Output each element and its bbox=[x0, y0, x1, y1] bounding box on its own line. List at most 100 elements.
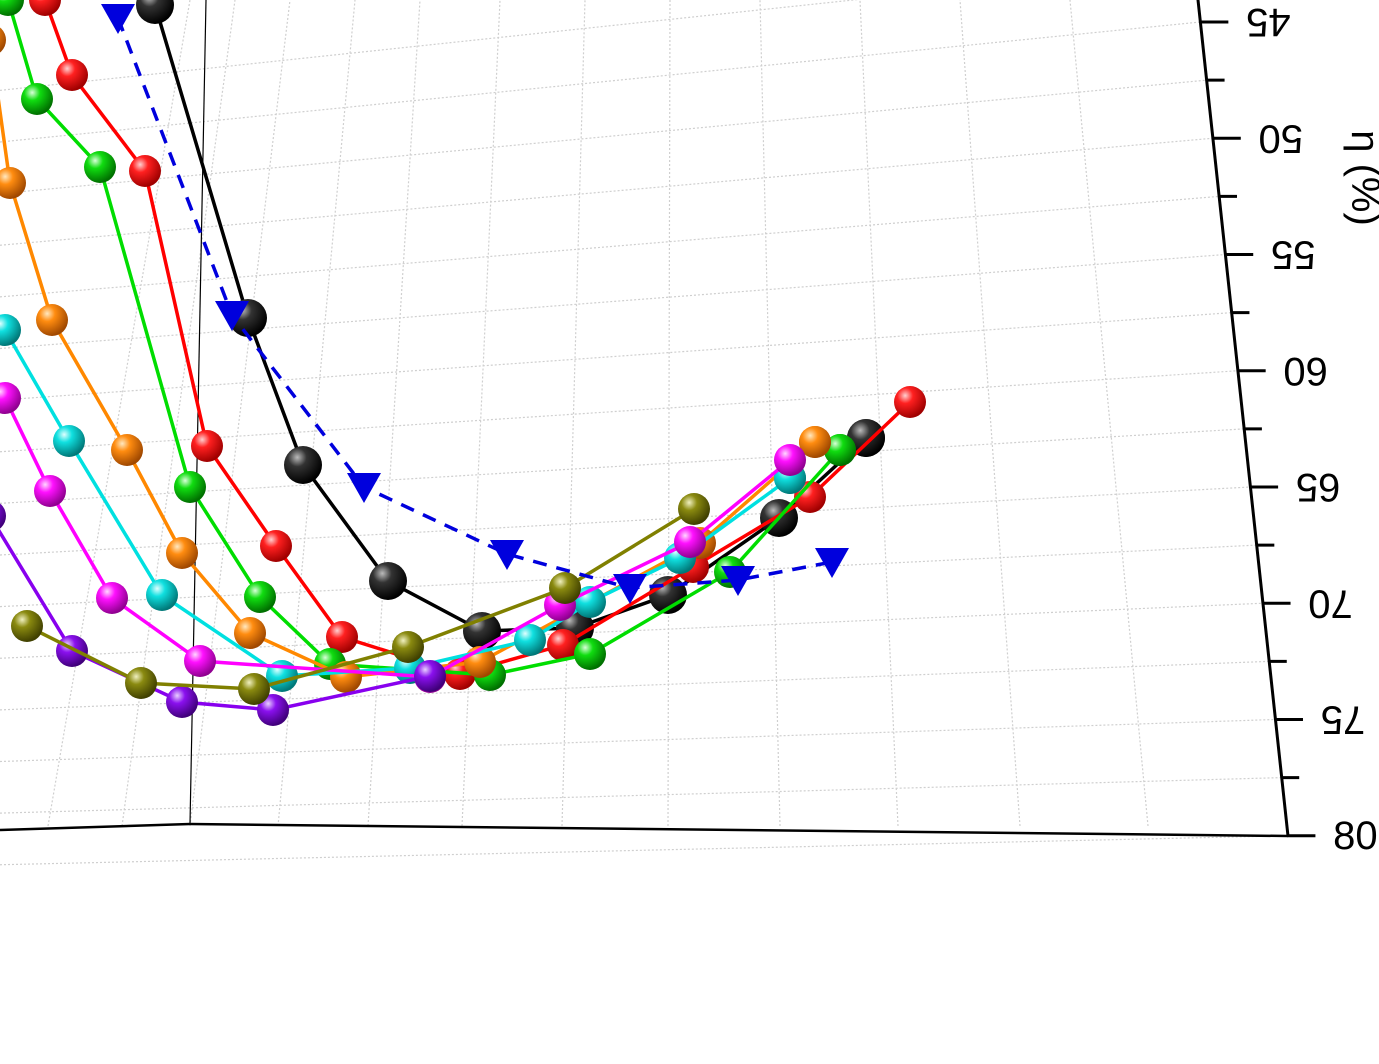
data-point-triangle bbox=[347, 473, 381, 503]
y-tick-label: 75 bbox=[1321, 698, 1366, 742]
data-point bbox=[674, 526, 706, 558]
data-point-triangle bbox=[490, 540, 524, 570]
data-point bbox=[174, 471, 206, 503]
grid-line-vertical bbox=[1069, 0, 1149, 827]
series-line bbox=[3, 397, 792, 679]
data-point bbox=[36, 304, 68, 336]
floor-edge-left bbox=[0, 822, 191, 832]
data-point bbox=[0, 503, 6, 529]
grid-line-vertical bbox=[561, 0, 586, 827]
data-point bbox=[414, 660, 446, 692]
data-point bbox=[244, 581, 276, 613]
data-point bbox=[0, 382, 21, 414]
grid-line-horizontal bbox=[0, 777, 1282, 814]
grid-line-horizontal bbox=[0, 137, 1213, 246]
grid-line-horizontal bbox=[0, 21, 1201, 143]
data-point bbox=[0, 27, 6, 53]
data-point bbox=[184, 645, 216, 677]
grid-line-horizontal bbox=[0, 835, 1288, 866]
data-point bbox=[894, 386, 926, 418]
data-point bbox=[774, 444, 806, 476]
grid-line-vertical bbox=[959, 0, 1021, 827]
data-point-triangle bbox=[215, 301, 249, 331]
grid-line-vertical bbox=[667, 0, 671, 827]
data-point bbox=[678, 493, 710, 525]
data-point bbox=[234, 617, 266, 649]
grid-line-horizontal bbox=[0, 312, 1232, 401]
y-tick-label: 70 bbox=[1308, 581, 1353, 625]
data-point bbox=[326, 621, 358, 653]
data-point-triangle bbox=[721, 566, 755, 596]
y-axis-label: η (%) bbox=[1343, 130, 1379, 226]
data-point bbox=[794, 481, 826, 513]
y-tick-label: 55 bbox=[1271, 233, 1316, 277]
data-point bbox=[191, 430, 223, 462]
data-point bbox=[284, 446, 322, 484]
y-tick-label: 45 bbox=[1246, 0, 1291, 44]
data-point bbox=[166, 686, 198, 718]
data-point bbox=[238, 673, 270, 705]
data-point bbox=[824, 434, 856, 466]
data-point bbox=[547, 629, 579, 661]
grid-line-horizontal bbox=[0, 195, 1220, 298]
series-6 bbox=[0, 503, 446, 726]
y-tick-label: 65 bbox=[1296, 465, 1341, 509]
data-point-triangle bbox=[613, 574, 647, 604]
grid-line-vertical bbox=[367, 0, 421, 827]
y-tick-label: 50 bbox=[1259, 116, 1304, 160]
data-point-triangle bbox=[815, 548, 849, 578]
data-point bbox=[56, 635, 88, 667]
y-axis-line bbox=[1196, 0, 1290, 837]
series-2 bbox=[0, 0, 856, 691]
data-point bbox=[53, 425, 85, 457]
data-point bbox=[847, 419, 885, 457]
data-point bbox=[111, 434, 143, 466]
grid-line-horizontal bbox=[0, 718, 1276, 763]
data-point bbox=[0, 0, 24, 16]
series-line bbox=[0, 529, 431, 712]
data-point bbox=[392, 631, 424, 663]
grid-line-horizontal bbox=[0, 253, 1226, 350]
axes: 45 50 55 60 65 70 75 80 bbox=[0, 0, 1378, 858]
data-point bbox=[125, 667, 157, 699]
data-point bbox=[21, 83, 53, 115]
grid bbox=[0, 0, 1288, 866]
floor-edge-right bbox=[189, 822, 1289, 838]
data-point-triangle bbox=[101, 4, 135, 34]
grid-line-horizontal bbox=[0, 486, 1251, 556]
data-point bbox=[129, 155, 161, 187]
data-point bbox=[146, 579, 178, 611]
data-point bbox=[84, 151, 116, 183]
data-point bbox=[0, 314, 21, 346]
grid-line-horizontal bbox=[0, 79, 1207, 195]
data-point bbox=[549, 572, 581, 604]
data-point bbox=[799, 426, 831, 458]
data-point bbox=[29, 0, 61, 16]
grid-line-vertical bbox=[121, 0, 236, 827]
data-point bbox=[257, 694, 289, 726]
data-point bbox=[574, 638, 606, 670]
grid-line-horizontal bbox=[0, 602, 1263, 659]
grid-line-horizontal bbox=[0, 0, 859, 91]
y-tick-label: 60 bbox=[1283, 349, 1328, 393]
grid-line-horizontal bbox=[0, 370, 1238, 453]
series-8 bbox=[101, 4, 849, 604]
series-1 bbox=[29, 0, 926, 690]
series-layer bbox=[0, 0, 926, 726]
grid-line-vertical bbox=[189, 0, 291, 827]
data-point bbox=[260, 530, 292, 562]
grid-line-vertical bbox=[461, 0, 501, 827]
series-line bbox=[6, 0, 842, 677]
axis-labels: η (%) bbox=[1343, 130, 1379, 226]
data-point bbox=[166, 537, 198, 569]
data-point bbox=[0, 167, 26, 199]
y-tick-label: 80 bbox=[1333, 814, 1378, 858]
data-point bbox=[514, 624, 546, 656]
series-5 bbox=[0, 382, 806, 693]
grid-line-vertical bbox=[759, 0, 781, 827]
grid-line-vertical bbox=[859, 0, 899, 827]
data-point bbox=[34, 475, 66, 507]
series-line bbox=[3, 329, 792, 678]
data-point bbox=[96, 582, 128, 614]
